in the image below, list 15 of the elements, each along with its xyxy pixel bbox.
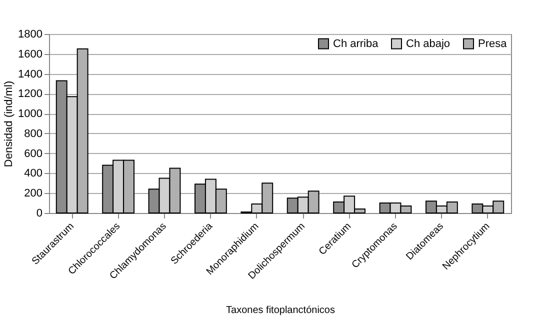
legend-label: Presa bbox=[478, 38, 508, 50]
y-tick-label: 600 bbox=[24, 148, 42, 160]
y-tick-label: 1600 bbox=[18, 48, 42, 60]
y-tick-label: 1000 bbox=[18, 108, 42, 120]
y-tick-label: 400 bbox=[24, 168, 42, 180]
y-tick-label: 1400 bbox=[18, 68, 42, 80]
y-tick-label: 1200 bbox=[18, 88, 42, 100]
x-axis-title: Taxones fitoplanctónicos bbox=[226, 305, 335, 316]
y-axis-title: Densidad (ind/ml) bbox=[3, 80, 16, 168]
legend-label: Ch arriba bbox=[333, 38, 380, 50]
y-tick-label: 200 bbox=[24, 188, 42, 200]
y-tick-label: 1800 bbox=[18, 28, 42, 40]
y-tick-label: 800 bbox=[24, 128, 42, 140]
y-tick-label: 0 bbox=[36, 208, 42, 220]
legend-label: Ch abajo bbox=[406, 38, 450, 50]
